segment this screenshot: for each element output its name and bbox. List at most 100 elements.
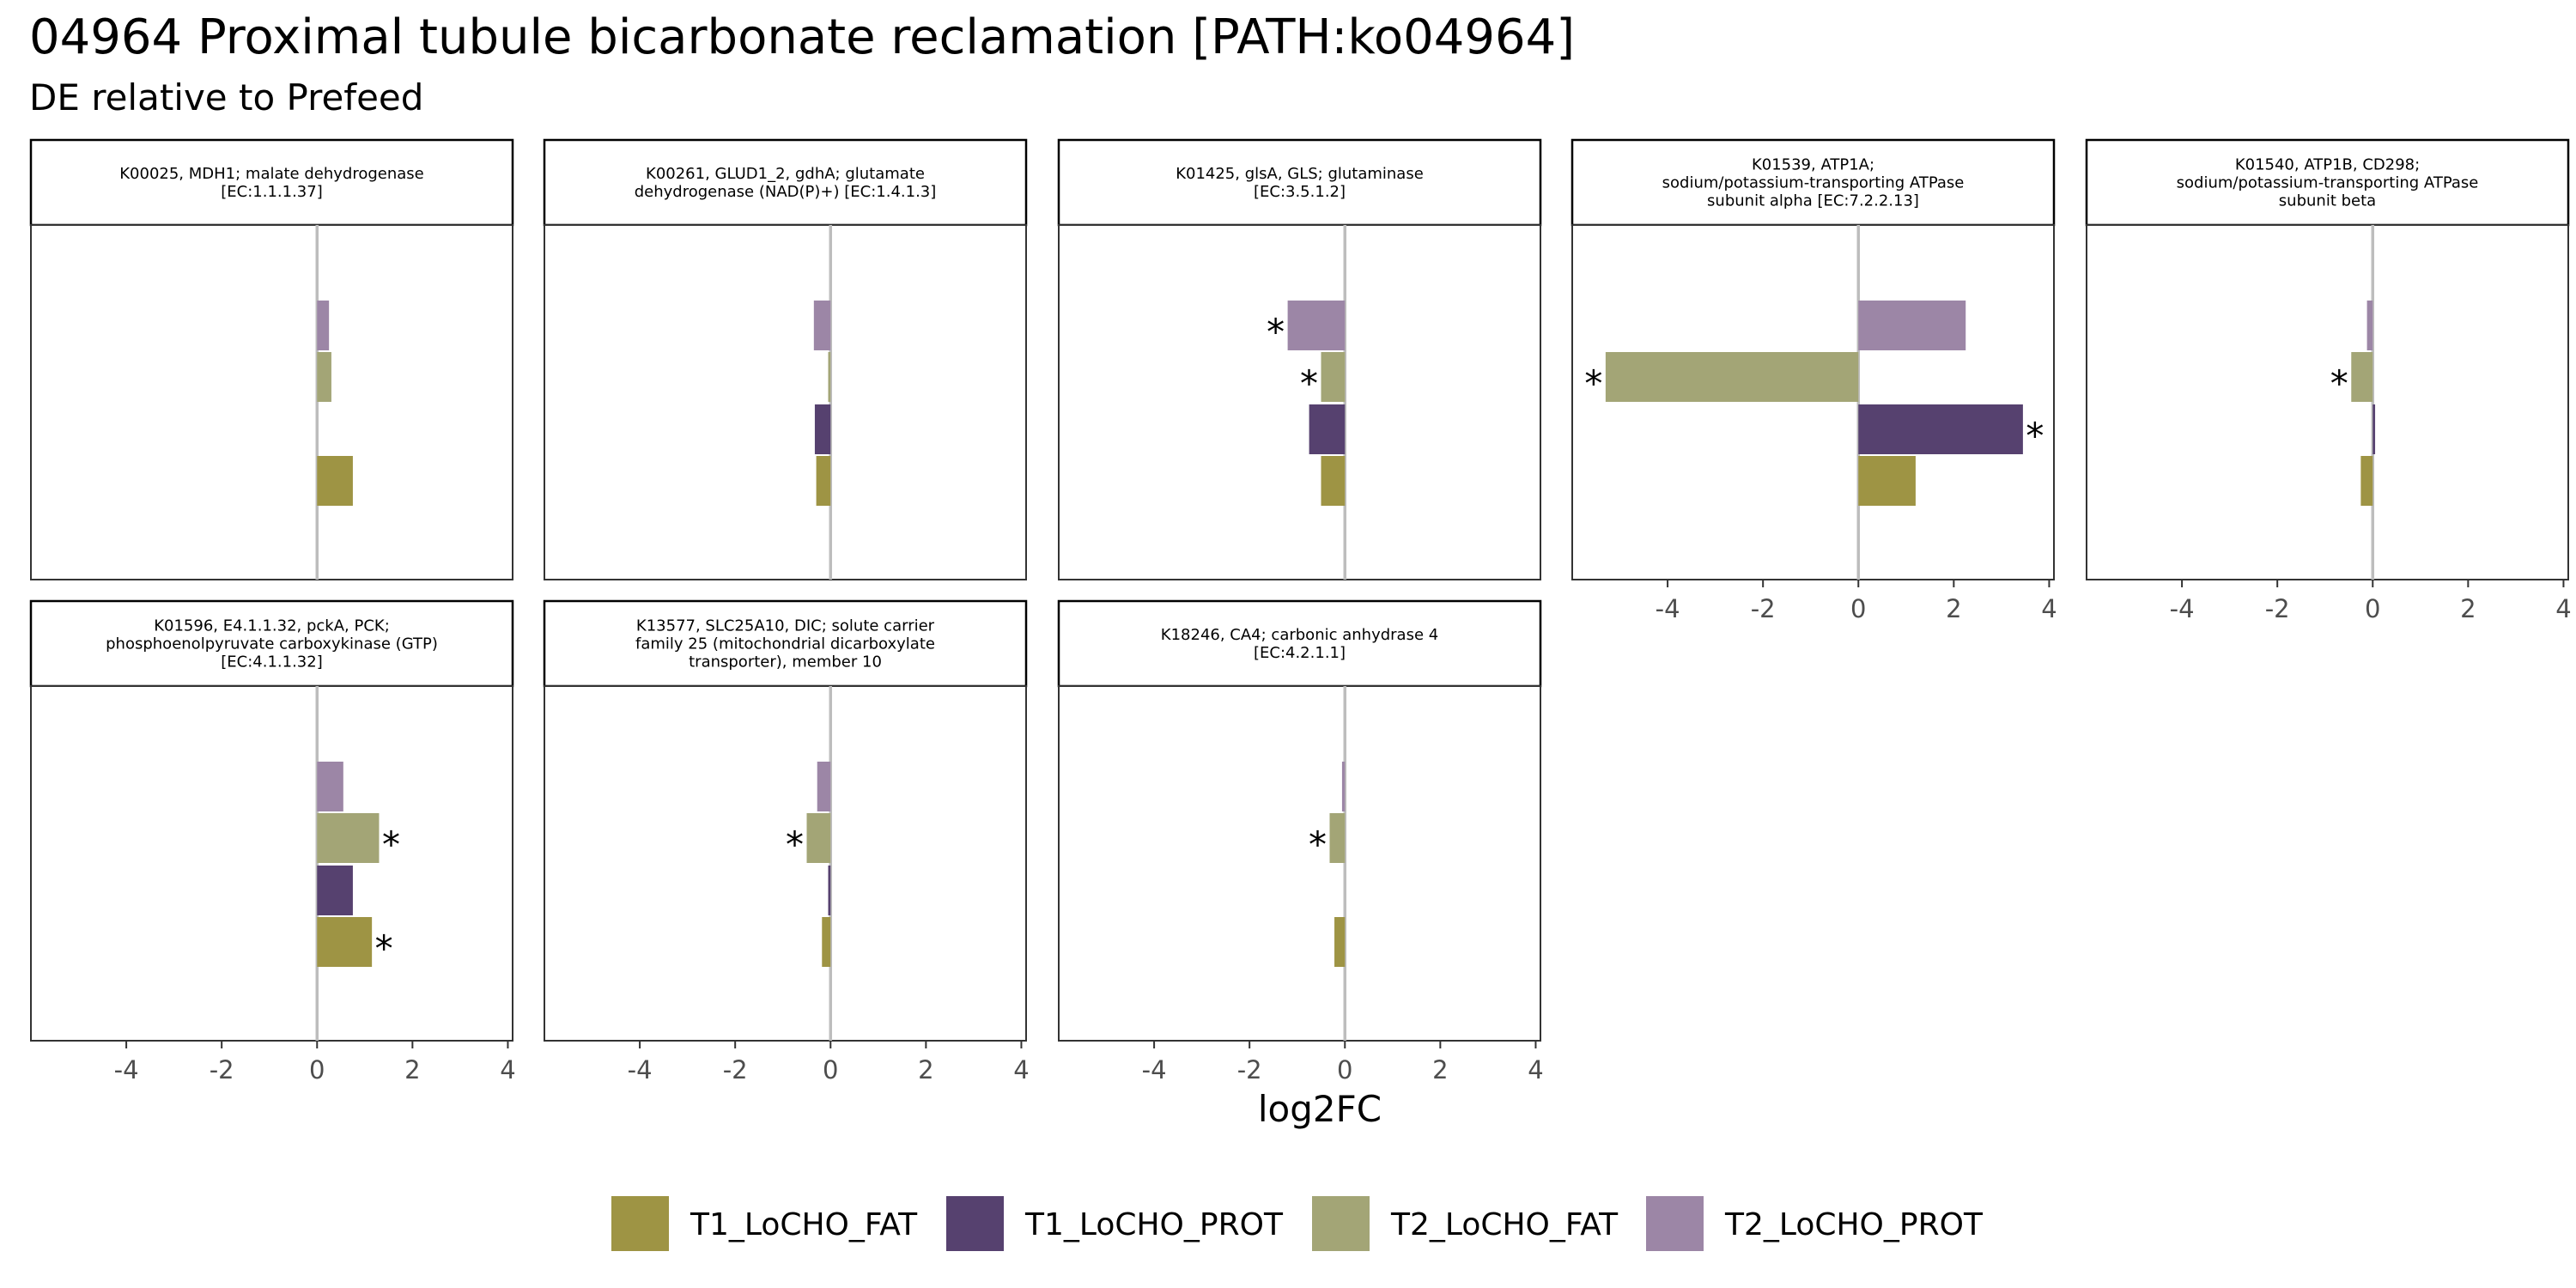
facet-strip-label: dehydrogenase (NAD(P)+) [EC:1.4.1.3] (635, 183, 937, 201)
facet-strip (29, 599, 514, 688)
panel-background (1058, 224, 1541, 580)
x-tick-label: 4 (1528, 1055, 1543, 1084)
x-tick-label: 0 (309, 1055, 325, 1084)
facet-strip-label: transporter), member 10 (689, 653, 882, 671)
legend-swatch (611, 1196, 669, 1251)
facet-strip-label: sodium/potassium-transporting ATPase (2177, 174, 2479, 192)
bar-t2-locho-fat (806, 813, 831, 863)
panel-background (2086, 224, 2569, 580)
significance-star: * (1267, 311, 1285, 353)
bar-t2-locho-prot (813, 301, 831, 350)
legend-swatch (1312, 1196, 1370, 1251)
significance-star: * (1309, 823, 1327, 866)
facet-panel-3: K01425, glsA, GLS; glutaminase[EC:3.5.1.… (1057, 138, 1542, 580)
panel-background (544, 685, 1027, 1042)
x-tick-label: -4 (1142, 1055, 1167, 1084)
panel-background (30, 224, 513, 580)
x-tick-label: 4 (2555, 594, 2571, 623)
bar-t2-locho-fat (317, 813, 380, 863)
facet-strip-label: K13577, SLC25A10, DIC; solute carrier (636, 617, 935, 635)
facet-panel-5: K01540, ATP1B, CD298;sodium/potassium-tr… (2085, 138, 2572, 623)
significance-star: * (786, 823, 804, 866)
x-tick-label: -4 (1656, 594, 1680, 623)
bar-t2-locho-fat (2351, 352, 2373, 402)
significance-star: * (1300, 362, 1318, 404)
x-tick-label: -4 (114, 1055, 139, 1084)
x-tick-label: 0 (2365, 594, 2380, 623)
chart-title: 04964 Proximal tubule bicarbonate reclam… (29, 9, 1575, 65)
bar-t2-locho-prot (1341, 762, 1346, 811)
x-tick-label: 2 (1432, 1055, 1448, 1084)
bar-t1-locho-prot (1309, 404, 1346, 454)
x-tick-label: 4 (2041, 594, 2057, 623)
bar-t1-locho-prot (828, 866, 831, 915)
x-tick-label: 2 (404, 1055, 420, 1084)
x-tick-label: 2 (1946, 594, 1961, 623)
bar-t1-locho-prot (1858, 404, 2023, 454)
x-tick-label: 0 (1850, 594, 1866, 623)
chart-subtitle: DE relative to Prefeed (29, 76, 423, 118)
x-axis-label: log2FC (1258, 1088, 1382, 1130)
bar-t2-locho-fat (1605, 352, 1859, 402)
x-tick-label: -2 (1751, 594, 1776, 623)
facet-strip-label: phosphoenolpyruvate carboxykinase (GTP) (106, 635, 438, 653)
facet-strip-label: K18246, CA4; carbonic anhydrase 4 (1161, 626, 1438, 644)
legend-label: T1_LoCHO_PROT (1024, 1207, 1284, 1242)
facet-strip-label: K00025, MDH1; malate dehydrogenase (119, 165, 424, 183)
bar-t1-locho-fat (1858, 456, 1916, 506)
facet-strip (29, 138, 514, 227)
facet-strip (543, 138, 1028, 227)
panel-background (30, 685, 513, 1042)
facet-strip-label: K01596, E4.1.1.32, pckA, PCK; (154, 617, 390, 635)
significance-star: * (382, 823, 400, 866)
facet-panel-2: K00261, GLUD1_2, gdhA; glutamatedehydrog… (543, 138, 1028, 580)
bar-t2-locho-fat (317, 352, 331, 402)
facet-strip-label: K00261, GLUD1_2, gdhA; glutamate (646, 165, 925, 183)
bar-t2-locho-fat (1321, 352, 1346, 402)
facet-strip-label: [EC:4.1.1.32] (221, 653, 322, 671)
bar-t1-locho-fat (1334, 917, 1346, 967)
x-tick-label: -4 (2170, 594, 2195, 623)
facet-panel-7: K13577, SLC25A10, DIC; solute carrierfam… (543, 599, 1030, 1084)
panel-background (1058, 685, 1541, 1042)
legend: T1_LoCHO_FAT T1_LoCHO_PROT T2_LoCHO_FAT T2_… (611, 1196, 1984, 1251)
bar-t1-locho-fat (317, 917, 373, 967)
legend-item-t1-locho-prot: T1_LoCHO_PROT (946, 1196, 1284, 1251)
bar-t2-locho-fat (828, 352, 831, 402)
bar-t2-locho-prot (317, 762, 343, 811)
facet-strip-label: subunit beta (2279, 192, 2376, 210)
facet-strip (1057, 138, 1542, 227)
significance-star: * (2026, 415, 2044, 457)
facet-panel-8: K18246, CA4; carbonic anhydrase 4[EC:4.2… (1057, 599, 1544, 1084)
bar-t2-locho-prot (317, 301, 330, 350)
x-tick-label: -2 (1237, 1055, 1262, 1084)
facet-strip-label: [EC:1.1.1.37] (221, 183, 322, 201)
bar-t2-locho-prot (1287, 301, 1346, 350)
facet-strip (543, 599, 1028, 688)
facet-strip-label: K01425, glsA, GLS; glutaminase (1176, 165, 1424, 183)
x-tick-label: 0 (1337, 1055, 1352, 1084)
x-tick-label: -2 (2265, 594, 2290, 623)
facet-strip-label: subunit alpha [EC:7.2.2.13] (1707, 192, 1919, 210)
bar-t2-locho-prot (817, 762, 831, 811)
x-tick-label: -2 (210, 1055, 234, 1084)
bar-t2-locho-fat (1329, 813, 1346, 863)
panel-background (544, 224, 1027, 580)
legend-item-t2-locho-prot: T2_LoCHO_PROT (1646, 1196, 1984, 1251)
x-tick-label: 2 (2460, 594, 2476, 623)
facet-strip-label: sodium/potassium-transporting ATPase (1662, 174, 1965, 192)
facet-strip-label: K01539, ATP1A; (1752, 156, 1874, 174)
bar-t1-locho-prot (814, 404, 831, 454)
significance-star: * (375, 927, 393, 969)
bar-t1-locho-fat (816, 456, 831, 506)
legend-label: T2_LoCHO_PROT (1724, 1207, 1984, 1242)
legend-swatch (1646, 1196, 1704, 1251)
facet-strip-label: family 25 (mitochondrial dicarboxylate (635, 635, 935, 653)
legend-item-t1-locho-fat: T1_LoCHO_FAT (611, 1196, 918, 1251)
bar-t1-locho-prot (317, 866, 353, 915)
x-tick-label: 4 (1013, 1055, 1029, 1084)
facet-panels: K00025, MDH1; malate dehydrogenase[EC:1.… (29, 138, 2572, 1084)
bar-t1-locho-prot (2372, 404, 2376, 454)
facet-strip-label: [EC:3.5.1.2] (1254, 183, 1346, 201)
facet-panel-4: K01539, ATP1A;sodium/potassium-transport… (1571, 138, 2057, 623)
